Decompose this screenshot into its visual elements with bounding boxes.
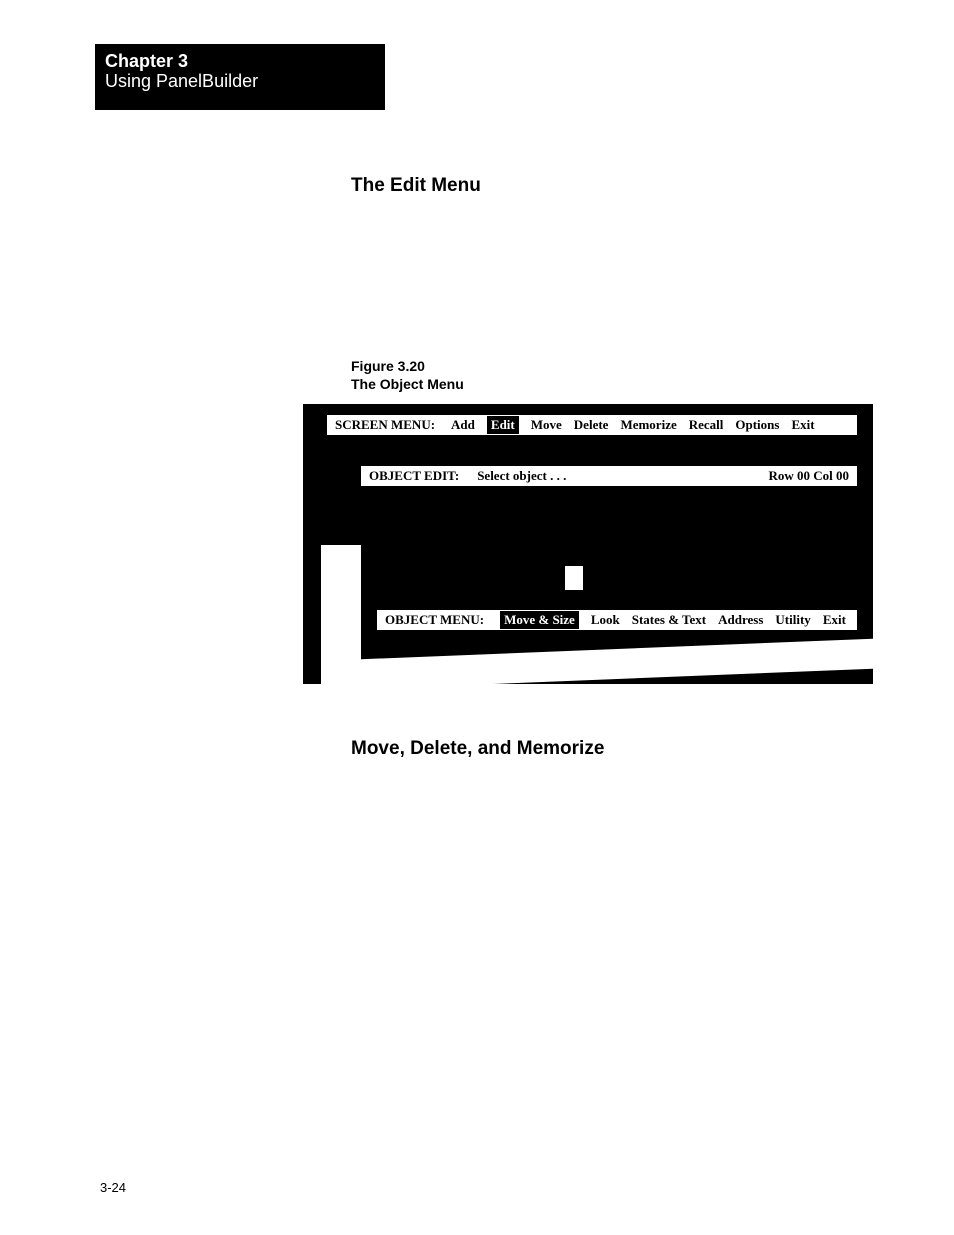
- screen-menu-label: SCREEN MENU:: [335, 417, 435, 433]
- chapter-title: Chapter 3: [105, 52, 385, 72]
- screen-menu-delete[interactable]: Delete: [574, 417, 609, 433]
- object-edit-bar: OBJECT EDIT: Select object . . . Row 00 …: [361, 466, 857, 486]
- screen-menu-memorize[interactable]: Memorize: [620, 417, 676, 433]
- object-menu-move-size[interactable]: Move & Size: [500, 611, 579, 629]
- heading-edit-menu: The Edit Menu: [351, 175, 481, 197]
- screen-menu-add[interactable]: Add: [451, 417, 475, 433]
- object-edit-status: Row 00 Col 00: [768, 468, 849, 484]
- screen-menu-options[interactable]: Options: [735, 417, 779, 433]
- screen-menu-bar: SCREEN MENU: Add Edit Move Delete Memori…: [327, 415, 857, 435]
- figure-inner: SCREEN MENU: Add Edit Move Delete Memori…: [321, 410, 863, 674]
- screen-menu-recall[interactable]: Recall: [689, 417, 724, 433]
- object-menu-look[interactable]: Look: [591, 612, 620, 628]
- object-menu-address[interactable]: Address: [718, 612, 763, 628]
- object-menu-utility[interactable]: Utility: [775, 612, 810, 628]
- cursor-block: [565, 566, 583, 590]
- object-menu-states-text[interactable]: States & Text: [632, 612, 706, 628]
- object-edit-prompt: Select object . . .: [477, 468, 566, 484]
- screen-menu-exit[interactable]: Exit: [791, 417, 814, 433]
- figure-caption-line2: The Object Menu: [351, 376, 464, 394]
- heading-move-delete-memorize: Move, Delete, and Memorize: [351, 738, 604, 760]
- screen-menu-edit[interactable]: Edit: [487, 416, 519, 434]
- object-menu-label: OBJECT MENU:: [385, 612, 484, 628]
- object-edit-label: OBJECT EDIT:: [369, 468, 459, 484]
- chapter-box: Chapter 3 Using PanelBuilder: [95, 44, 385, 110]
- page: Chapter 3 Using PanelBuilder The Edit Me…: [0, 0, 954, 1235]
- page-number: 3-24: [100, 1180, 126, 1195]
- figure-caption-line1: Figure 3.20: [351, 358, 464, 376]
- screen-menu-move[interactable]: Move: [531, 417, 562, 433]
- figure-caption: Figure 3.20 The Object Menu: [351, 358, 464, 393]
- object-menu-bar: OBJECT MENU: Move & Size Look States & T…: [377, 610, 857, 630]
- chapter-subtitle: Using PanelBuilder: [105, 72, 385, 92]
- object-menu-exit[interactable]: Exit: [823, 612, 846, 628]
